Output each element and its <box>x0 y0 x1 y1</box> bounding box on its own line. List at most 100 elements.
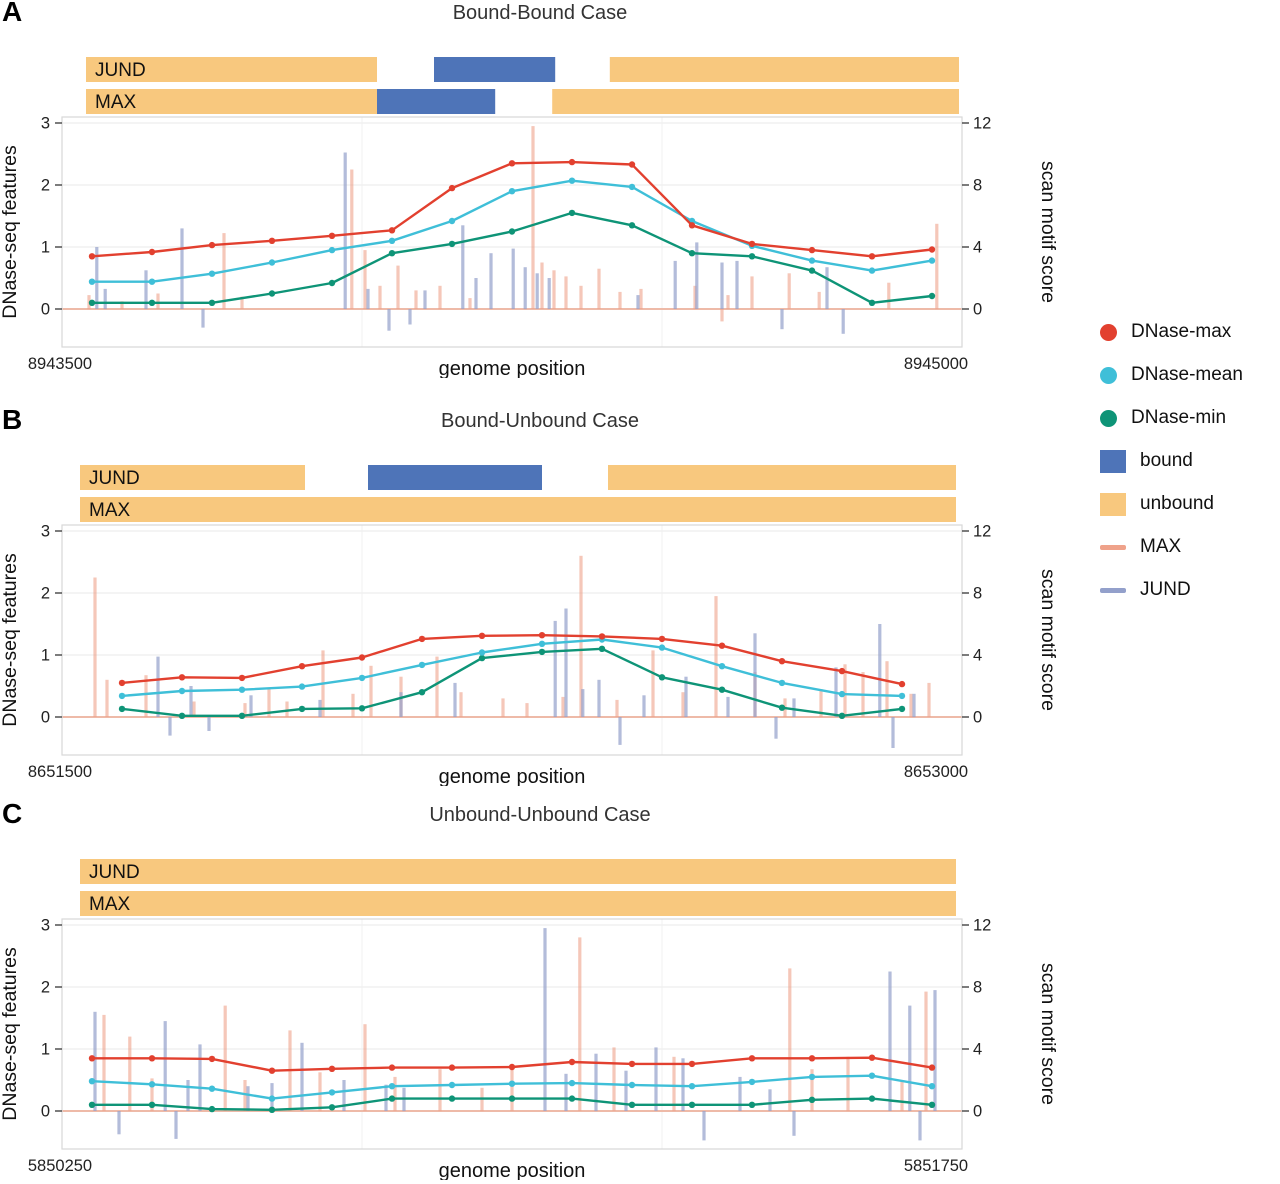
marker-dnase-min <box>628 222 636 229</box>
marker-dnase-min <box>88 299 96 306</box>
marker-dnase-mean <box>868 267 876 274</box>
line-dnase-mean <box>121 638 903 698</box>
tick-label-right: 0 <box>973 301 982 319</box>
marker-dnase-mean <box>388 1083 396 1090</box>
motif-spike-jund <box>168 717 172 736</box>
motif-spike-jund <box>841 309 845 334</box>
marker-dnase-min <box>868 1095 876 1102</box>
marker-dnase-min <box>508 1095 516 1102</box>
motif-spike-max <box>351 693 355 718</box>
marker-dnase-mean <box>418 661 426 669</box>
max-motif-swatch-icon <box>1100 544 1126 550</box>
motif-spike-max <box>438 285 442 310</box>
track-segment-jund-unbound <box>609 57 959 82</box>
motif-spike-jund <box>594 1053 598 1112</box>
tick-label-right: 8 <box>973 585 982 603</box>
legend-item-unbound: unbound <box>1100 492 1243 516</box>
motif-spike-jund <box>366 288 370 310</box>
plot-border <box>61 918 963 1150</box>
marker-dnase-mean <box>568 1079 576 1087</box>
motif-spike-jund <box>387 309 391 331</box>
motif-spike-jund <box>474 278 478 309</box>
motif-spike-jund <box>461 225 465 309</box>
marker-dnase-min <box>808 1096 816 1103</box>
track-segment-max-unbound <box>86 89 377 114</box>
motif-spike-max <box>927 682 931 717</box>
dnase-max-swatch-icon <box>1100 323 1117 341</box>
motif-spike-jund <box>597 679 601 717</box>
marker-dnase-max <box>508 1063 516 1071</box>
track-label-max: MAX <box>95 92 137 113</box>
marker-dnase-mean <box>238 686 246 693</box>
motif-spike-jund <box>553 620 557 717</box>
motif-spike-max <box>788 968 792 1111</box>
tick-label-right: 12 <box>973 523 991 541</box>
tick-label-right: 4 <box>973 239 982 257</box>
marker-dnase-mean <box>358 674 366 682</box>
motif-spike-max <box>144 675 148 718</box>
motif-spike-max <box>267 687 271 717</box>
plot-border <box>61 524 963 756</box>
motif-spike-max <box>561 696 565 718</box>
motif-spike-jund <box>726 696 730 718</box>
motif-spike-jund <box>618 717 622 745</box>
marker-dnase-max <box>688 222 696 229</box>
motif-spike-jund <box>547 278 551 309</box>
motif-spike-max <box>468 298 472 309</box>
y-axis-label-left: DNase-seq features <box>0 145 21 319</box>
marker-dnase-mean <box>328 1089 336 1096</box>
tick-label-left: 2 <box>41 979 50 997</box>
marker-dnase-max <box>268 1067 276 1074</box>
tick-label-right: 8 <box>973 979 982 997</box>
marker-dnase-min <box>208 299 216 306</box>
tick-label-left: 2 <box>41 585 50 603</box>
marker-dnase-min <box>178 712 186 719</box>
motif-spike-max <box>887 282 891 309</box>
legend-item-dnase-max: DNase-max <box>1100 320 1243 344</box>
marker-dnase-max <box>388 1064 396 1071</box>
marker-dnase-min <box>928 1101 936 1108</box>
track-segment-jund-unbound <box>80 859 956 884</box>
track-segment-max-bound <box>377 89 496 114</box>
marker-dnase-max <box>418 635 426 643</box>
marker-dnase-max <box>658 635 666 643</box>
marker-dnase-max <box>688 1060 696 1068</box>
motif-spike-jund <box>93 1011 97 1111</box>
marker-dnase-min <box>358 705 366 712</box>
marker-dnase-min <box>298 705 306 713</box>
marker-dnase-max <box>868 253 876 260</box>
y-axis-label-right: scan motif score <box>1037 963 1059 1105</box>
marker-dnase-max <box>508 160 516 167</box>
y-axis-label-right: scan motif score <box>1037 569 1059 711</box>
bound-swatch-icon <box>1100 449 1126 473</box>
motif-spike-jund <box>702 1111 706 1141</box>
jund-motif-swatch-icon <box>1100 587 1126 593</box>
marker-dnase-min <box>808 267 816 274</box>
marker-dnase-mean <box>148 278 156 285</box>
motif-spike-jund <box>186 1080 190 1111</box>
tick-label-left: 3 <box>41 917 50 935</box>
motif-spike-jund <box>774 717 778 739</box>
motif-spike-max <box>120 301 124 310</box>
marker-dnase-min <box>88 1101 96 1108</box>
plot-area <box>62 919 962 1149</box>
motif-spike-jund <box>511 248 515 309</box>
tick-label-left: 1 <box>41 239 50 257</box>
marker-dnase-min <box>148 299 156 306</box>
motif-spike-jund <box>246 1086 250 1111</box>
motif-spike-jund <box>581 689 585 717</box>
motif-spike-jund <box>489 253 493 309</box>
legend-item-max: MAX <box>1100 535 1243 559</box>
marker-dnase-min <box>868 299 876 306</box>
motif-spike-jund <box>95 247 99 309</box>
legend-label: unbound <box>1140 493 1214 514</box>
marker-dnase-mean <box>898 692 906 700</box>
x-tick-end: 5851750 <box>904 1157 968 1175</box>
marker-dnase-max <box>148 1055 156 1062</box>
motif-spike-jund <box>695 242 699 309</box>
marker-dnase-mean <box>328 246 336 254</box>
marker-dnase-mean <box>808 1073 816 1081</box>
track-segment-max-unbound <box>80 891 956 916</box>
panel-c: C Unbound-Unbound Case JUND MAX 0 1 2 3 0 4 8 12 D… <box>0 798 1280 1184</box>
panel-letter: B <box>2 404 23 435</box>
